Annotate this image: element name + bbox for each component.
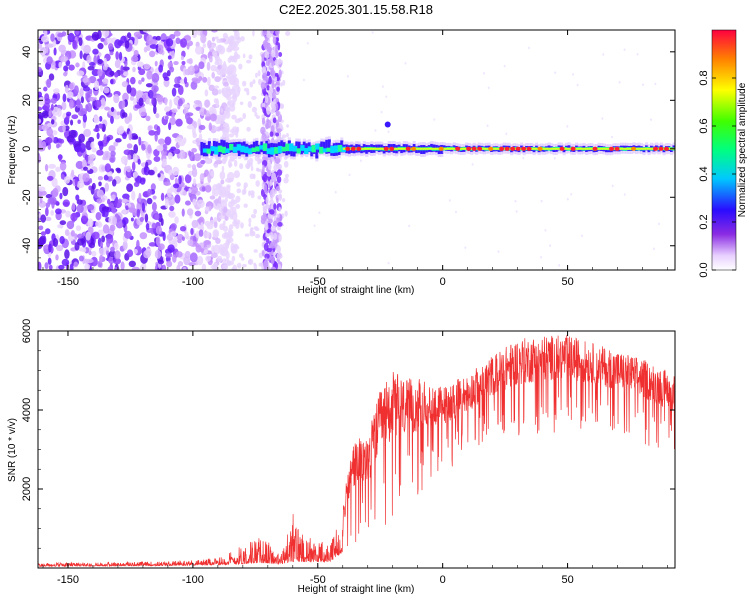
figure-title: C2E2.2025.301.15.58.R18 [279, 2, 433, 17]
snr-ytick-label: 4000 [21, 398, 33, 422]
colorbar: 0.0 0.2 0.4 0.6 0.8 Normalized spectral ampl… [698, 29, 748, 278]
snr-xlabel: Height of straight line (km) [298, 584, 415, 595]
spectrogram-xlabel: Height of straight line (km) [298, 285, 415, 296]
snr-xtick-label: -150 [57, 574, 79, 586]
spectrogram-ytick-label: 40 [21, 46, 33, 58]
spectrogram-xtick-label: 0 [440, 276, 446, 288]
spectrogram-ticks: -150 -100 -50 0 50 -40 -20 0 20 40 [21, 30, 675, 288]
snr-xtick-label: 50 [561, 574, 573, 586]
colorbar-tick-label: 0.0 [698, 262, 710, 277]
colorbar-ticks: 0.0 0.2 0.4 0.6 0.8 [698, 70, 736, 278]
spectrogram-frame [37, 29, 676, 271]
colorbar-tick-label: 0.8 [698, 70, 710, 85]
spectrogram-ytick-label: -20 [21, 189, 33, 205]
colorbar-tick-label: 0.4 [698, 166, 710, 181]
snr-ticks: -150 -100 -50 0 50 2000 4000 6000 [21, 319, 675, 586]
snr-ylabel: SNR (10 * v/v) [7, 418, 18, 482]
snr-xtick-label: -100 [182, 574, 204, 586]
spectrogram-ytick-label: 20 [21, 94, 33, 106]
spectrogram-xtick-label: -50 [310, 276, 326, 288]
spectrogram-xtick-label: -100 [182, 276, 204, 288]
spectrogram-ytick-label: 0 [21, 146, 33, 152]
colorbar-label: Normalized spectral amplitude [737, 82, 748, 217]
snr-panel: -150 -100 -50 0 50 2000 4000 6000 Height of str… [7, 319, 676, 595]
colorbar-tick-label: 0.2 [698, 214, 710, 229]
spectrogram-ytick-label: -40 [21, 238, 33, 254]
snr-xtick-label: -50 [310, 574, 326, 586]
colorbar-gradient [711, 29, 737, 271]
snr-series-line [38, 335, 675, 568]
snr-ytick-label: 6000 [21, 319, 33, 343]
colorbar-tick-label: 0.6 [698, 118, 710, 133]
spectrogram-xtick-label: 50 [561, 276, 573, 288]
spectrogram-ylabel: Frequency (Hz) [7, 116, 18, 185]
spectrogram-panel: -150 -100 -50 0 50 -40 -20 0 20 40 Height of stra… [7, 29, 676, 296]
spectrogram-xtick-label: -150 [57, 276, 79, 288]
spectrogram-content [38, 30, 675, 270]
snr-xtick-label: 0 [440, 574, 446, 586]
snr-ytick-label: 2000 [21, 477, 33, 501]
